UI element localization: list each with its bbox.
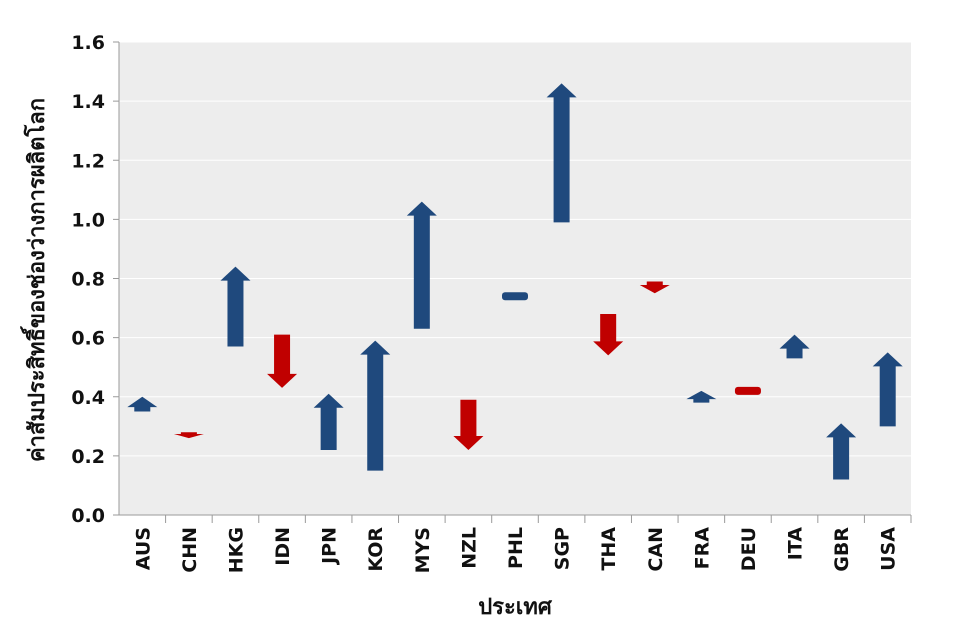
- arrow-mark: [639, 281, 670, 294]
- arrow-mark: [453, 399, 484, 450]
- arrow-mark: [872, 352, 903, 427]
- y-tick-label: 1.6: [71, 32, 105, 54]
- x-tick-label: DEU: [738, 527, 760, 571]
- y-tick-label: 0.6: [71, 328, 105, 350]
- arrow-mark: [686, 390, 717, 403]
- gridlines: [119, 41, 911, 457]
- x-tick-label: HKG: [225, 527, 247, 573]
- y-tick-label: 1.0: [71, 209, 105, 231]
- arrow-mark: [127, 396, 158, 412]
- x-tick-label: KOR: [365, 527, 387, 572]
- x-tick-label: USA: [878, 527, 900, 571]
- x-tick-label: THA: [598, 527, 620, 571]
- x-tick-label: PHL: [505, 527, 527, 569]
- x-tick-label: FRA: [691, 527, 713, 570]
- arrow-marks: [127, 83, 903, 480]
- x-tick-label: CAN: [645, 527, 667, 572]
- arrow-mark: [502, 292, 528, 301]
- y-tick-label: 0.0: [71, 505, 105, 527]
- arrow-mark: [360, 340, 391, 471]
- x-axis-title: ประเทศ: [478, 595, 553, 620]
- y-axis-title: ค่าสัมประสิทธิ์ของช่องว่างการผลิตโลก: [20, 98, 50, 462]
- arrow-mark: [546, 83, 577, 223]
- y-tick-label: 1.4: [71, 91, 105, 113]
- x-tick-label: CHN: [179, 527, 201, 573]
- arrow-mark: [267, 334, 298, 388]
- arrow-mark: [313, 393, 344, 450]
- x-tick-label: AUS: [132, 527, 154, 570]
- x-tick-label: JPN: [319, 527, 341, 566]
- y-tick-label: 0.2: [71, 446, 105, 468]
- y-tick-label: 0.4: [71, 387, 105, 409]
- arrow-mark: [406, 201, 437, 329]
- x-tick-label: ITA: [785, 527, 807, 561]
- x-tick-label: MYS: [412, 527, 434, 573]
- y-tick-label: 1.2: [71, 150, 105, 172]
- tick-labels: 0.0 0.2 0.4 0.6 0.8 1.0 1.2 1.4 1.6 AUS CHN HKG IDN J…: [71, 32, 899, 573]
- arrow-mark: [220, 266, 251, 347]
- arrow-mark: [593, 313, 624, 356]
- x-tick-label: NZL: [458, 527, 480, 569]
- arrow-mark: [734, 386, 761, 395]
- y-tick-label: 0.8: [71, 269, 105, 291]
- arrow-mark: [826, 423, 857, 480]
- arrow-mark: [779, 334, 810, 359]
- axes: [113, 41, 912, 523]
- x-tick-label: GBR: [831, 527, 853, 572]
- arrow-mark: [173, 432, 204, 439]
- x-tick-label: SGP: [552, 527, 574, 570]
- x-tick-label: IDN: [272, 527, 294, 566]
